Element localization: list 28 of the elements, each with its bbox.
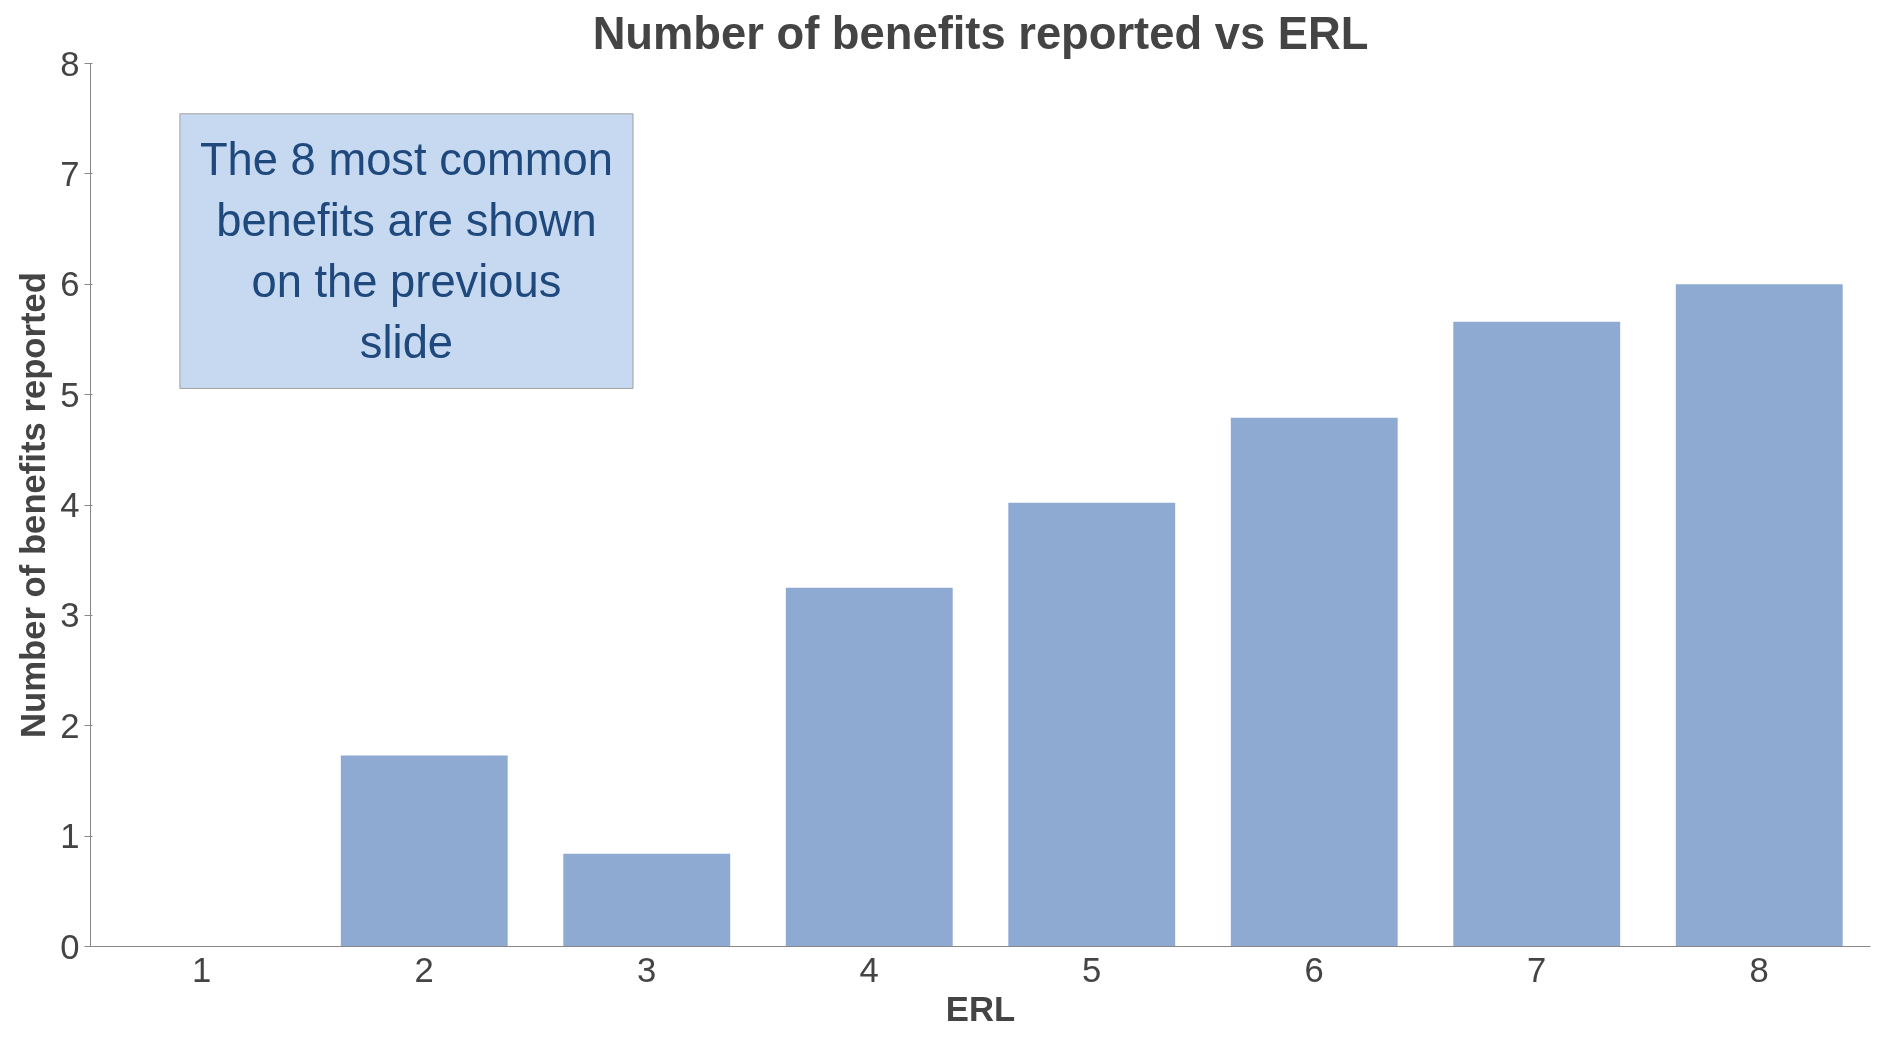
x-tick-label: 7 <box>1527 950 1547 989</box>
x-axis-title: ERL <box>945 989 1016 1028</box>
y-tick-label: 7 <box>60 154 80 193</box>
y-tick-label: 2 <box>60 706 80 745</box>
annotation: The 8 most common benefits are shown on the previous slide <box>199 133 614 369</box>
bar <box>340 755 508 947</box>
y-tick-label: 0 <box>60 927 80 966</box>
x-tick-label: 5 <box>1082 950 1102 989</box>
y-tick-label: 4 <box>60 486 80 524</box>
bar <box>1675 284 1843 947</box>
bar <box>563 853 731 947</box>
bar <box>1453 321 1621 947</box>
bar <box>1230 417 1398 947</box>
y-tick-label: 5 <box>60 375 80 414</box>
x-tick-label: 3 <box>637 950 657 989</box>
x-tick-label: 4 <box>859 950 879 989</box>
chart-title: Number of benefits reported vs ERL <box>592 7 1369 59</box>
x-tick-label: 2 <box>414 950 434 989</box>
x-tick-label: 6 <box>1304 950 1324 989</box>
y-tick-label: 6 <box>60 265 80 304</box>
y-axis-title: Number of benefits reported <box>14 272 53 738</box>
y-tick-label: 3 <box>60 596 80 635</box>
y-tick-label: 1 <box>60 817 80 856</box>
bar <box>1008 502 1176 947</box>
y-tick-label: 8 <box>60 44 80 83</box>
bar <box>785 587 953 947</box>
x-tick-label: 1 <box>192 950 212 989</box>
x-tick-label: 8 <box>1749 950 1769 989</box>
